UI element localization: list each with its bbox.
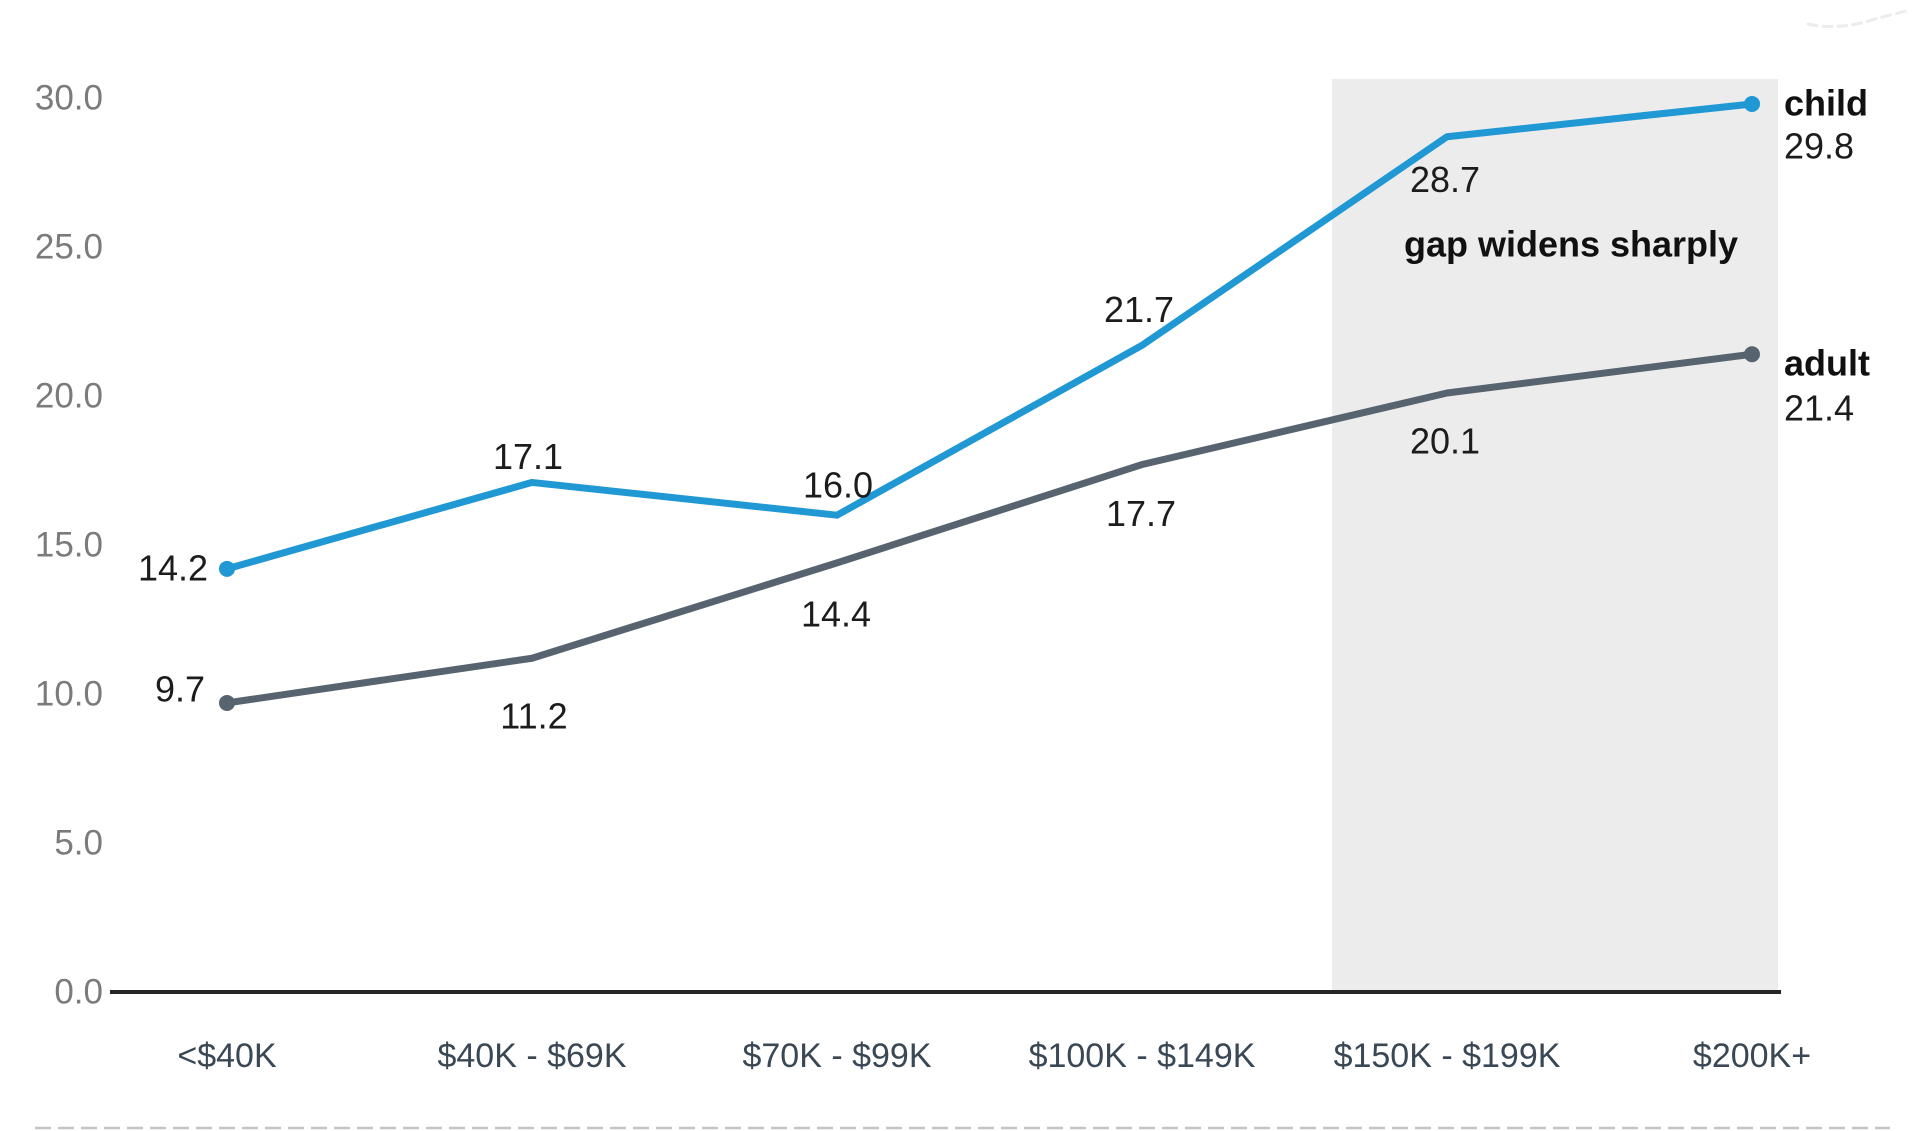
child-data-label: 21.7 [1104,289,1174,330]
adult-endpoint-dot [219,694,235,711]
adult-data-label: 11.2 [500,696,567,737]
x-axis-label: $150K - $199K [1334,1037,1561,1075]
y-tick-label: 0.0 [54,973,103,1012]
adult-data-label: 17.7 [1106,493,1176,534]
child-line [223,100,1756,573]
child-data-label: 14.2 [138,547,208,588]
child-data-label: 16.0 [803,465,873,506]
x-axis-label: $40K - $69K [437,1037,626,1075]
annotation-text: gap widens sharply [1404,224,1738,265]
y-tick-label: 5.0 [54,824,103,863]
x-axis-label: $70K - $99K [742,1037,931,1075]
adult-line [223,350,1756,707]
child-data-label: 17.1 [493,436,563,477]
adult-data-label: 20.1 [1410,421,1480,462]
child-data-label: 28.7 [1410,159,1480,200]
child-endpoint-dot [219,560,235,577]
child-series-label: child [1784,83,1868,124]
highlight-band [1332,79,1778,992]
watermark [1806,9,1908,29]
x-axis-label: <$40K [177,1037,277,1075]
y-tick-label: 15.0 [35,526,103,565]
x-axis-label: $100K - $149K [1029,1037,1256,1075]
adult-endpoint-dot [1744,346,1760,363]
y-tick-label: 30.0 [35,79,103,118]
child-endpoint-dot [1744,95,1760,112]
y-tick-label: 10.0 [35,675,103,714]
y-tick-label: 20.0 [35,377,103,416]
child-end-value-label: 29.8 [1784,126,1854,167]
adult-data-label: 9.7 [155,668,205,709]
x-axis-label: $200K+ [1693,1037,1811,1075]
adult-data-label: 14.4 [801,593,871,634]
adult-series-label: adult [1784,343,1870,384]
y-tick-label: 25.0 [35,228,103,267]
adult-end-value-label: 21.4 [1784,388,1854,429]
